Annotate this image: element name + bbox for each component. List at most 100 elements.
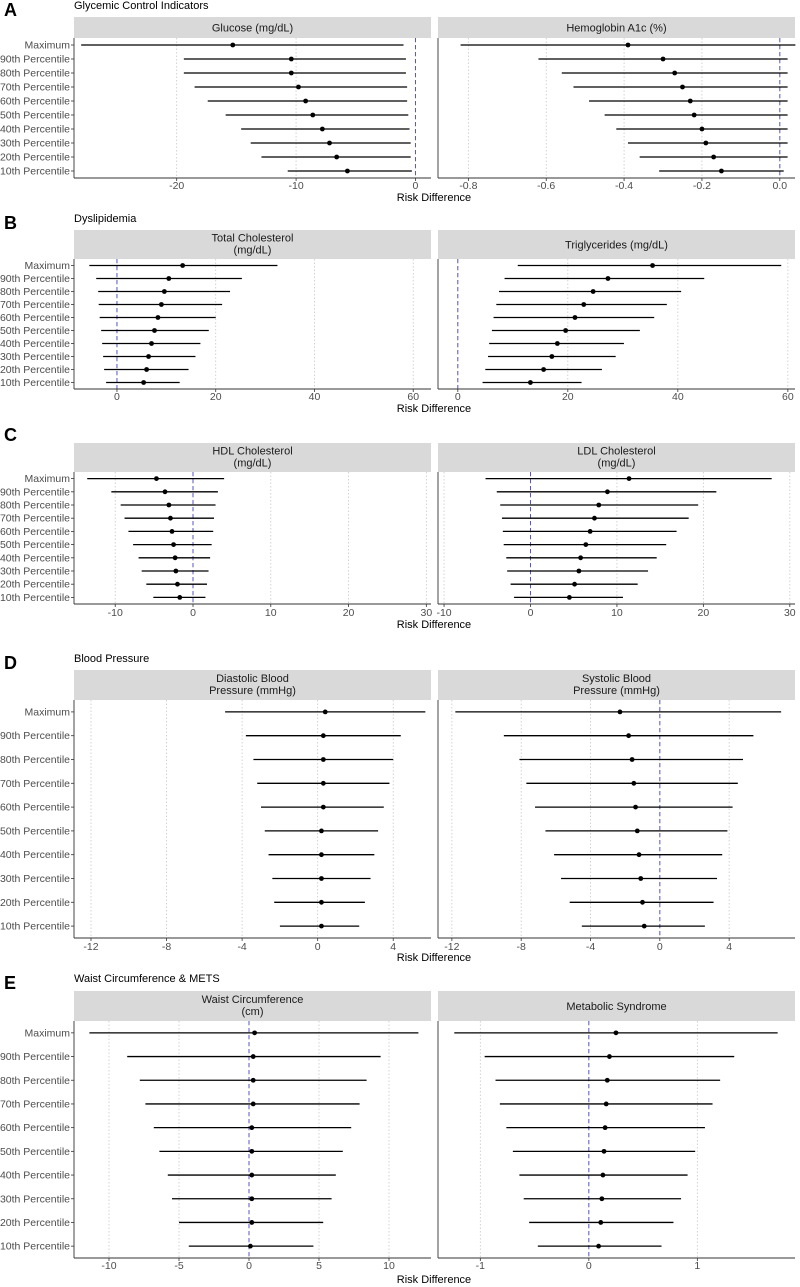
point-estimate — [672, 70, 678, 76]
x-tick-label: -10 — [288, 180, 303, 192]
point-estimate — [625, 42, 631, 48]
section-letter: E — [4, 973, 16, 993]
point-estimate — [587, 529, 593, 534]
x-tick-label: 10 — [611, 607, 623, 619]
x-tick-label: -8 — [162, 941, 171, 953]
point-estimate — [249, 1125, 255, 1131]
point-estimate — [640, 899, 645, 905]
point-estimate — [319, 126, 325, 132]
category-label: 50th Percentile — [0, 1146, 70, 1158]
point-estimate — [572, 581, 577, 587]
x-tick-label: 0 — [528, 607, 534, 619]
facet-strip — [74, 230, 431, 259]
point-estimate — [578, 555, 584, 561]
point-estimate — [334, 154, 340, 160]
x-tick-label: -12 — [444, 941, 459, 953]
point-estimate — [320, 757, 326, 762]
category-label: 40th Percentile — [0, 849, 70, 861]
facet-panel: HDL Cholesterol(mg/dL) -10 0 10 20 30 — [73, 443, 432, 619]
category-label: 80th Percentile — [0, 68, 70, 80]
facet-strip — [74, 991, 431, 1021]
category-label: 80th Percentile — [0, 1075, 70, 1087]
x-tick-label: 60 — [407, 391, 419, 403]
x-tick-label: -10 — [108, 607, 123, 619]
facet-strip-label: (mg/dL) — [598, 458, 636, 470]
point-estimate — [626, 733, 632, 739]
x-tick-label: -10 — [101, 1260, 116, 1272]
point-estimate — [319, 876, 324, 881]
point-estimate — [603, 1101, 609, 1107]
point-estimate — [641, 923, 647, 929]
facet-strip-label: (mg/dL) — [234, 245, 272, 257]
point-estimate — [680, 84, 685, 90]
x-tick-label: 40 — [309, 391, 321, 403]
x-tick-label: 30 — [784, 607, 796, 619]
point-estimate — [600, 1172, 606, 1178]
point-estimate — [528, 380, 533, 385]
point-estimate — [149, 341, 154, 346]
x-tick-label: -5 — [174, 1260, 183, 1272]
section-title: Blood Pressure — [74, 653, 149, 665]
point-estimate — [554, 341, 560, 346]
facet-strip-label: Diastolic Blood — [216, 673, 289, 685]
category-label: 10th Percentile — [0, 377, 70, 389]
category-label: 40th Percentile — [0, 552, 70, 564]
category-label: 60th Percentile — [0, 96, 70, 108]
category-label: 90th Percentile — [0, 486, 70, 498]
category-label: 60th Percentile — [0, 526, 70, 538]
point-estimate — [248, 1243, 253, 1249]
facet-strip — [74, 670, 431, 700]
point-estimate — [319, 899, 324, 905]
point-estimate — [572, 315, 578, 320]
facet-strip — [438, 670, 795, 700]
point-estimate — [605, 489, 610, 495]
point-estimate — [631, 780, 637, 786]
point-estimate — [699, 126, 705, 132]
category-label: 60th Percentile — [0, 312, 70, 324]
point-estimate — [320, 780, 326, 786]
x-axis-title: Risk Difference — [397, 952, 471, 964]
point-estimate — [599, 1196, 605, 1202]
x-tick-label: 10 — [383, 1260, 395, 1272]
facet-panel: Total Cholesterol(mg/dL) 0 20 40 60 — [73, 230, 431, 403]
category-label: 90th Percentile — [0, 273, 70, 285]
facet-strip-label: Waist Circumference — [202, 994, 304, 1006]
point-estimate — [581, 302, 587, 307]
facet-strip-label: (cm) — [242, 1006, 264, 1018]
facet-strip-label: Glucose (mg/dL) — [212, 23, 293, 35]
category-label: 10th Percentile — [0, 166, 70, 178]
point-estimate — [172, 555, 178, 561]
point-estimate — [583, 542, 589, 547]
x-tick-label: 0 — [413, 180, 419, 192]
x-tick-label: 20 — [210, 391, 222, 403]
point-estimate — [605, 276, 611, 281]
x-tick-label: 60 — [782, 391, 794, 403]
point-estimate — [250, 1054, 256, 1059]
section-title: Glycemic Control Indicators — [74, 0, 209, 12]
section-letter: D — [4, 653, 17, 673]
figure-section-d: D Blood Pressure Maximum 90th Percentile 80t… — [0, 653, 795, 964]
facet-panel: Triglycerides (mg/dL) 0 20 40 60 — [437, 230, 795, 403]
x-tick-label: -4 — [237, 941, 246, 953]
point-estimate — [703, 140, 709, 146]
category-label: 80th Percentile — [0, 500, 70, 512]
section-title: Waist Circumference & METS — [74, 973, 220, 985]
point-estimate — [230, 42, 236, 48]
category-label: Maximum — [24, 1027, 70, 1039]
point-estimate — [638, 876, 644, 881]
section-title: Dyslipidemia — [74, 213, 137, 225]
x-tick-label: 0 — [114, 391, 120, 403]
category-label: 10th Percentile — [0, 921, 70, 933]
x-tick-label: 0 — [586, 1260, 592, 1272]
point-estimate — [601, 1148, 607, 1154]
point-estimate — [592, 515, 597, 521]
section-letter: A — [4, 0, 17, 20]
category-label: 90th Percentile — [0, 54, 70, 66]
facet-panel: Glucose (mg/dL) -20 -10 0 — [73, 17, 431, 192]
x-tick-label: -1 — [476, 1260, 485, 1272]
x-tick-label: -0.8 — [459, 180, 477, 192]
category-label: Maximum — [24, 40, 70, 52]
category-label: 50th Percentile — [0, 325, 70, 337]
point-estimate — [319, 852, 324, 858]
